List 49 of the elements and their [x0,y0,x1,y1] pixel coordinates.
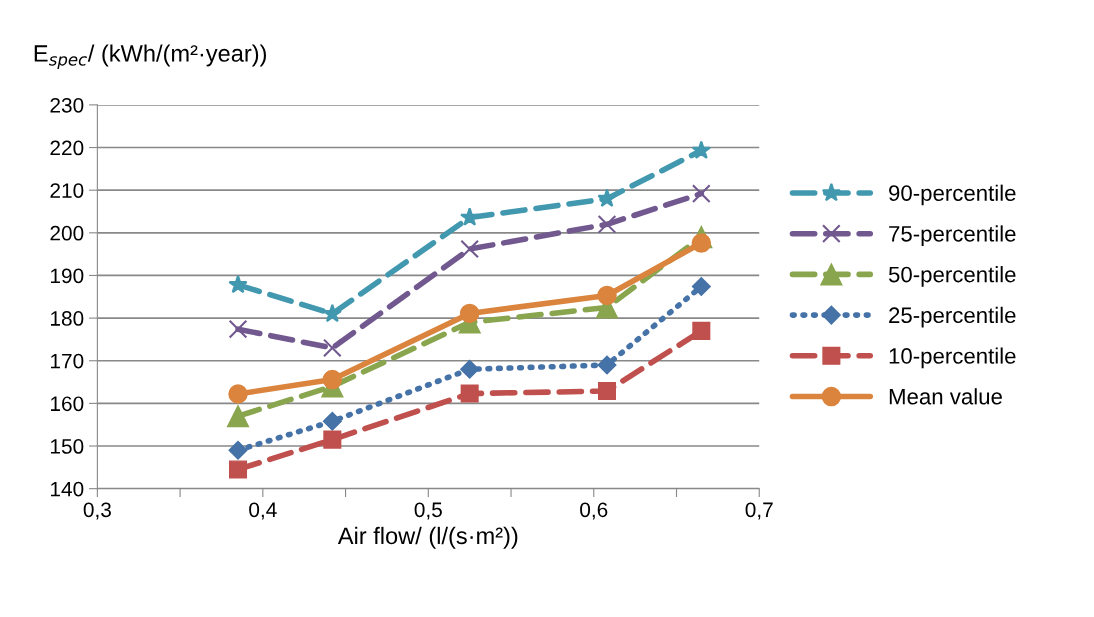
point [459,303,480,324]
y-tick-label: 150 [51,439,84,454]
point [597,355,617,375]
point [323,430,342,449]
point [691,184,711,203]
legend-label: 25-percentile [889,306,1016,328]
legend-label: Mean value [889,388,1002,405]
point [322,411,342,431]
point [228,460,248,479]
y-tick-label: 230 [50,97,84,113]
point [460,359,480,379]
y-tick-label: 140 [51,481,84,497]
point [691,140,711,159]
point [597,188,617,208]
y-tick-label: 180 [51,311,84,326]
y-tick-label: 200 [50,225,84,241]
y-tick-label: 190 [51,268,84,284]
y-tick-label: 160 [51,396,84,412]
point [228,384,248,404]
x-tick-label: 0,7 [745,502,773,520]
legend-label: 50-percentile [888,266,1016,287]
x-axis-title: Air flow/ (l/(s·m²)) [337,526,518,549]
y-tick-label: 170 [51,353,84,369]
point [460,207,480,226]
point [228,319,248,339]
x-tick-label: 0,5 [414,502,442,520]
x-tick-label: 0,6 [580,502,608,520]
point [692,321,711,340]
y-axis-title: E$_{spec}$/ (kWh/(m²·year)) [34,44,267,69]
point [322,338,342,358]
point [228,274,248,294]
point [322,303,342,323]
point [691,277,711,297]
point [597,381,617,401]
point [322,369,343,390]
legend-label: 75-percentile [889,225,1016,247]
legend-label: 10-percentile [889,347,1016,369]
point [228,440,248,460]
point [460,384,479,403]
x-tick-label: 0,4 [249,502,277,520]
x-tick-label: 0,3 [83,502,111,520]
point [597,285,617,306]
point [226,405,250,428]
point [691,233,712,253]
point [597,214,617,234]
legend-label: 90-percentile [889,184,1016,206]
y-tick-label: 210 [50,183,84,198]
y-tick-label: 220 [50,140,84,156]
point [460,239,480,259]
